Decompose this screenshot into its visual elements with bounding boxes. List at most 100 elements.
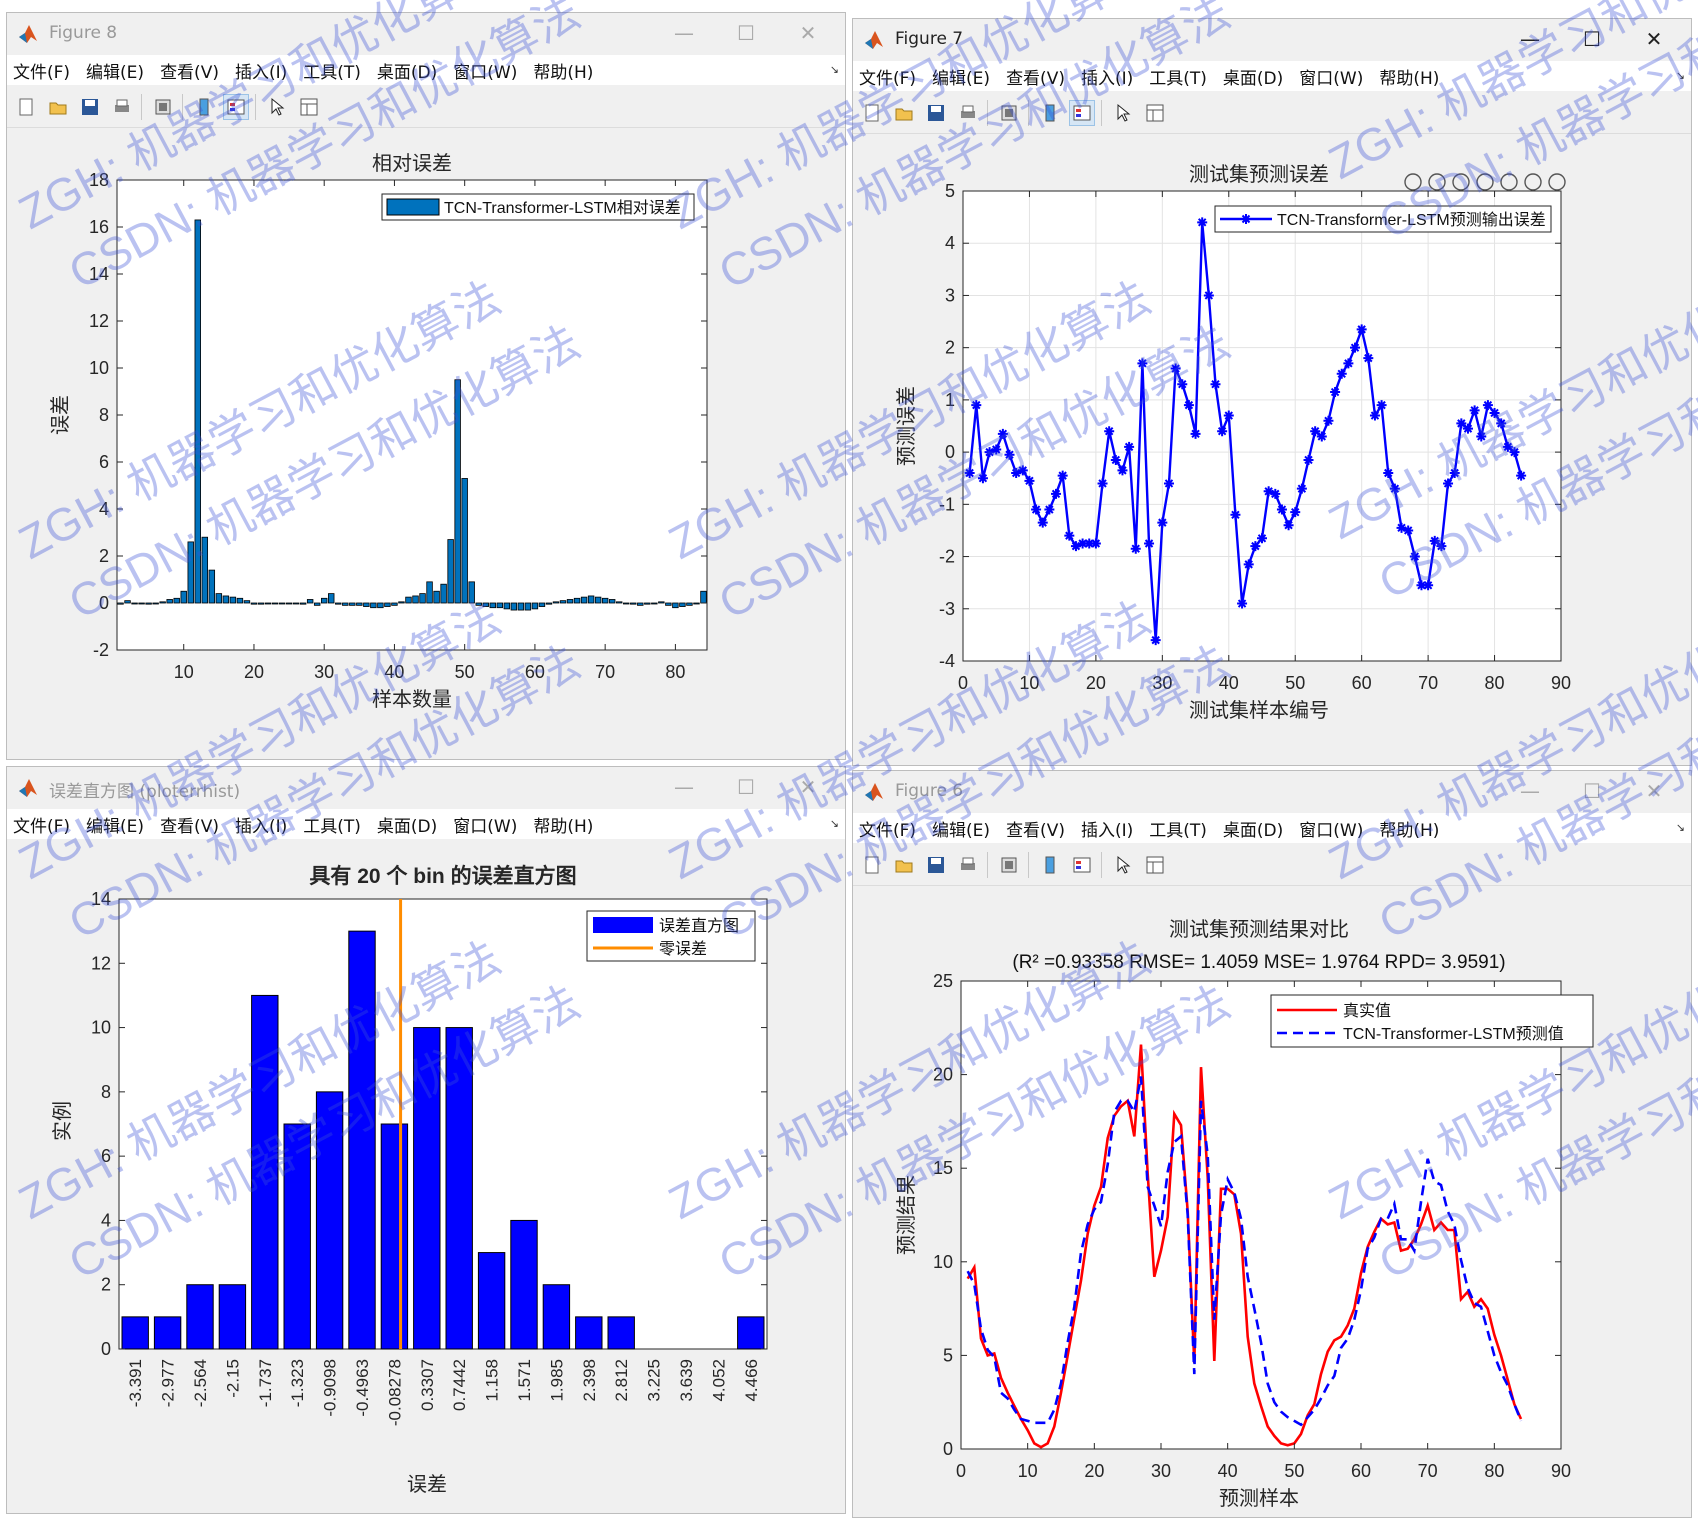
property-inspector-icon[interactable]	[1142, 100, 1168, 126]
open-file-icon[interactable]	[45, 94, 71, 120]
menu-arrow-icon[interactable]: ↘	[829, 817, 839, 830]
close-icon[interactable]: ✕	[799, 21, 817, 45]
save-icon[interactable]	[923, 100, 949, 126]
colorbar-icon[interactable]	[1037, 852, 1063, 878]
menu-window[interactable]: 窗口(W)	[1299, 820, 1364, 841]
bar	[482, 602, 489, 607]
y-tick-label: 14	[91, 889, 111, 909]
menu-tools[interactable]: 工具(T)	[1149, 820, 1207, 841]
menu-insert[interactable]: 插入(I)	[234, 62, 288, 83]
error-histogram-chart: 0 2 4 6 8 10 12 14 -3.391 -2.977 -2.564 -2.15 -1.737…	[51, 864, 768, 1496]
x-tick-label: 10	[174, 662, 194, 682]
menu-desktop[interactable]: 桌面(D)	[376, 62, 438, 83]
data-point	[1369, 410, 1380, 421]
menu-edit[interactable]: 编辑(E)	[932, 820, 991, 841]
menu-edit[interactable]: 编辑(E)	[86, 62, 145, 83]
menu-view[interactable]: 查看(V)	[160, 816, 219, 837]
property-inspector-icon[interactable]	[296, 94, 322, 120]
title-bar[interactable]: Figure 7 — ☐ ✕	[853, 19, 1691, 59]
menu-help[interactable]: 帮助(H)	[1379, 820, 1440, 841]
menu-desktop[interactable]: 桌面(D)	[1222, 820, 1284, 841]
menu-help[interactable]: 帮助(H)	[1379, 68, 1440, 89]
menu-window[interactable]: 窗口(W)	[1299, 68, 1364, 89]
maximize-icon[interactable]: ☐	[737, 21, 755, 45]
menu-insert[interactable]: 插入(I)	[1080, 68, 1134, 89]
menu-file[interactable]: 文件(F)	[859, 820, 917, 841]
menu-arrow-icon[interactable]: ↘	[1675, 69, 1685, 82]
menu-window[interactable]: 窗口(W)	[453, 62, 518, 83]
data-point	[1031, 504, 1042, 515]
edit-plot-icon[interactable]	[1110, 852, 1136, 878]
legend-icon[interactable]	[1069, 100, 1095, 126]
data-point	[1423, 580, 1434, 591]
x-tick-label: 30	[1151, 1461, 1171, 1481]
y-tick-label: 10	[89, 358, 109, 378]
menu-view[interactable]: 查看(V)	[1006, 820, 1065, 841]
print-icon[interactable]	[955, 852, 981, 878]
maximize-icon[interactable]: ☐	[1583, 779, 1601, 803]
menu-view[interactable]: 查看(V)	[1006, 68, 1065, 89]
close-icon[interactable]: ✕	[1645, 779, 1663, 803]
minimize-icon[interactable]: —	[1520, 27, 1540, 51]
close-icon[interactable]: ✕	[799, 775, 817, 799]
data-point	[1303, 454, 1314, 465]
bar	[313, 602, 321, 606]
open-file-icon[interactable]	[891, 852, 917, 878]
save-icon[interactable]	[77, 94, 103, 120]
edit-plot-icon[interactable]	[264, 94, 290, 120]
y-tick-label: 3	[945, 285, 955, 305]
menu-arrow-icon[interactable]: ↘	[829, 63, 839, 76]
menu-help[interactable]: 帮助(H)	[533, 62, 594, 83]
legend-icon[interactable]	[223, 94, 249, 120]
save-icon[interactable]	[923, 852, 949, 878]
print-icon[interactable]	[109, 94, 135, 120]
menu-view[interactable]: 查看(V)	[160, 62, 219, 83]
data-point	[964, 468, 975, 478]
menu-insert[interactable]: 插入(I)	[234, 816, 288, 837]
menu-window[interactable]: 窗口(W)	[453, 816, 518, 837]
maximize-icon[interactable]: ☐	[1583, 27, 1601, 51]
new-figure-icon[interactable]	[859, 100, 885, 126]
menu-help[interactable]: 帮助(H)	[533, 816, 594, 837]
link-plot-icon[interactable]	[996, 100, 1022, 126]
menu-edit[interactable]: 编辑(E)	[86, 816, 145, 837]
menu-tools[interactable]: 工具(T)	[1149, 68, 1207, 89]
y-tick-label: 0	[99, 593, 109, 613]
data-point	[1203, 290, 1214, 301]
close-icon[interactable]: ✕	[1645, 27, 1663, 51]
menu-insert[interactable]: 插入(I)	[1080, 820, 1134, 841]
minimize-icon[interactable]: —	[674, 21, 694, 45]
colorbar-icon[interactable]	[1037, 100, 1063, 126]
link-plot-icon[interactable]	[996, 852, 1022, 878]
menu-file[interactable]: 文件(F)	[13, 62, 71, 83]
legend-icon[interactable]	[1069, 852, 1095, 878]
menu-desktop[interactable]: 桌面(D)	[376, 816, 438, 837]
menu-file[interactable]: 文件(F)	[13, 816, 71, 837]
menu-file[interactable]: 文件(F)	[859, 68, 917, 89]
menu-tools[interactable]: 工具(T)	[303, 62, 361, 83]
link-plot-icon[interactable]	[150, 94, 176, 120]
menu-edit[interactable]: 编辑(E)	[932, 68, 991, 89]
minimize-icon[interactable]: —	[674, 775, 694, 799]
new-figure-icon[interactable]	[859, 852, 885, 878]
property-inspector-icon[interactable]	[1142, 852, 1168, 878]
bar	[335, 602, 342, 605]
edit-plot-icon[interactable]	[1110, 100, 1136, 126]
title-bar[interactable]: Figure 6 — ☐ ✕	[853, 771, 1691, 811]
open-file-icon[interactable]	[891, 100, 917, 126]
title-bar[interactable]: Figure 8 — ☐ ✕	[7, 13, 845, 53]
minimize-icon[interactable]: —	[1520, 779, 1540, 803]
menu-desktop[interactable]: 桌面(D)	[1222, 68, 1284, 89]
menu-tools[interactable]: 工具(T)	[303, 816, 361, 837]
colorbar-icon[interactable]	[191, 94, 217, 120]
legend-box	[1270, 994, 1594, 1048]
maximize-icon[interactable]: ☐	[737, 775, 755, 799]
new-figure-icon[interactable]	[13, 94, 39, 120]
plot-area	[116, 179, 708, 651]
title-bar[interactable]: 误差直方图 (ploterrhist) — ☐ ✕	[7, 767, 845, 807]
print-icon[interactable]	[955, 100, 981, 126]
x-tick-label: 1.571	[515, 1359, 534, 1402]
toolbar-separator	[987, 100, 988, 126]
plot-frame	[962, 190, 1562, 662]
menu-arrow-icon[interactable]: ↘	[1675, 821, 1685, 834]
